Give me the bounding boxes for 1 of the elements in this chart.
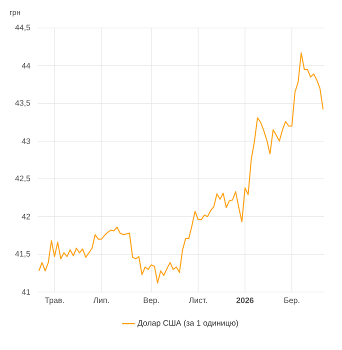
line-series	[38, 52, 324, 284]
